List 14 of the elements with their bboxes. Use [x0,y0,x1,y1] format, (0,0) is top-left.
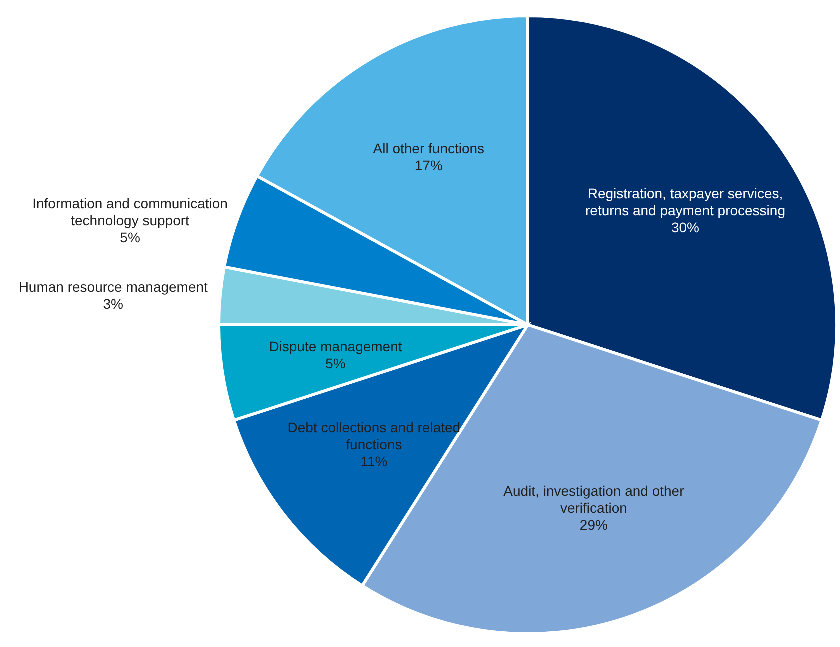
slice-label: Audit, investigation and other verification [504,483,685,516]
data-label: 29% [580,517,608,534]
slice-label: All other functions [373,140,485,156]
data-label: 17% [414,157,443,174]
data-label: 30% [671,220,700,236]
slice-label: Registration, taxpayer services, returns and payment processing [585,186,786,219]
slice-label: Human resource management [18,278,208,295]
slice-label: Information and communication technology support [32,195,228,228]
data-label: 11% [360,453,388,470]
slice-label: Debt collections and related functions [288,419,461,452]
data-label: 5% [120,229,140,246]
data-label: 5% [326,355,346,372]
slice-label: Dispute management [269,338,402,354]
data-label: 3% [103,296,124,312]
